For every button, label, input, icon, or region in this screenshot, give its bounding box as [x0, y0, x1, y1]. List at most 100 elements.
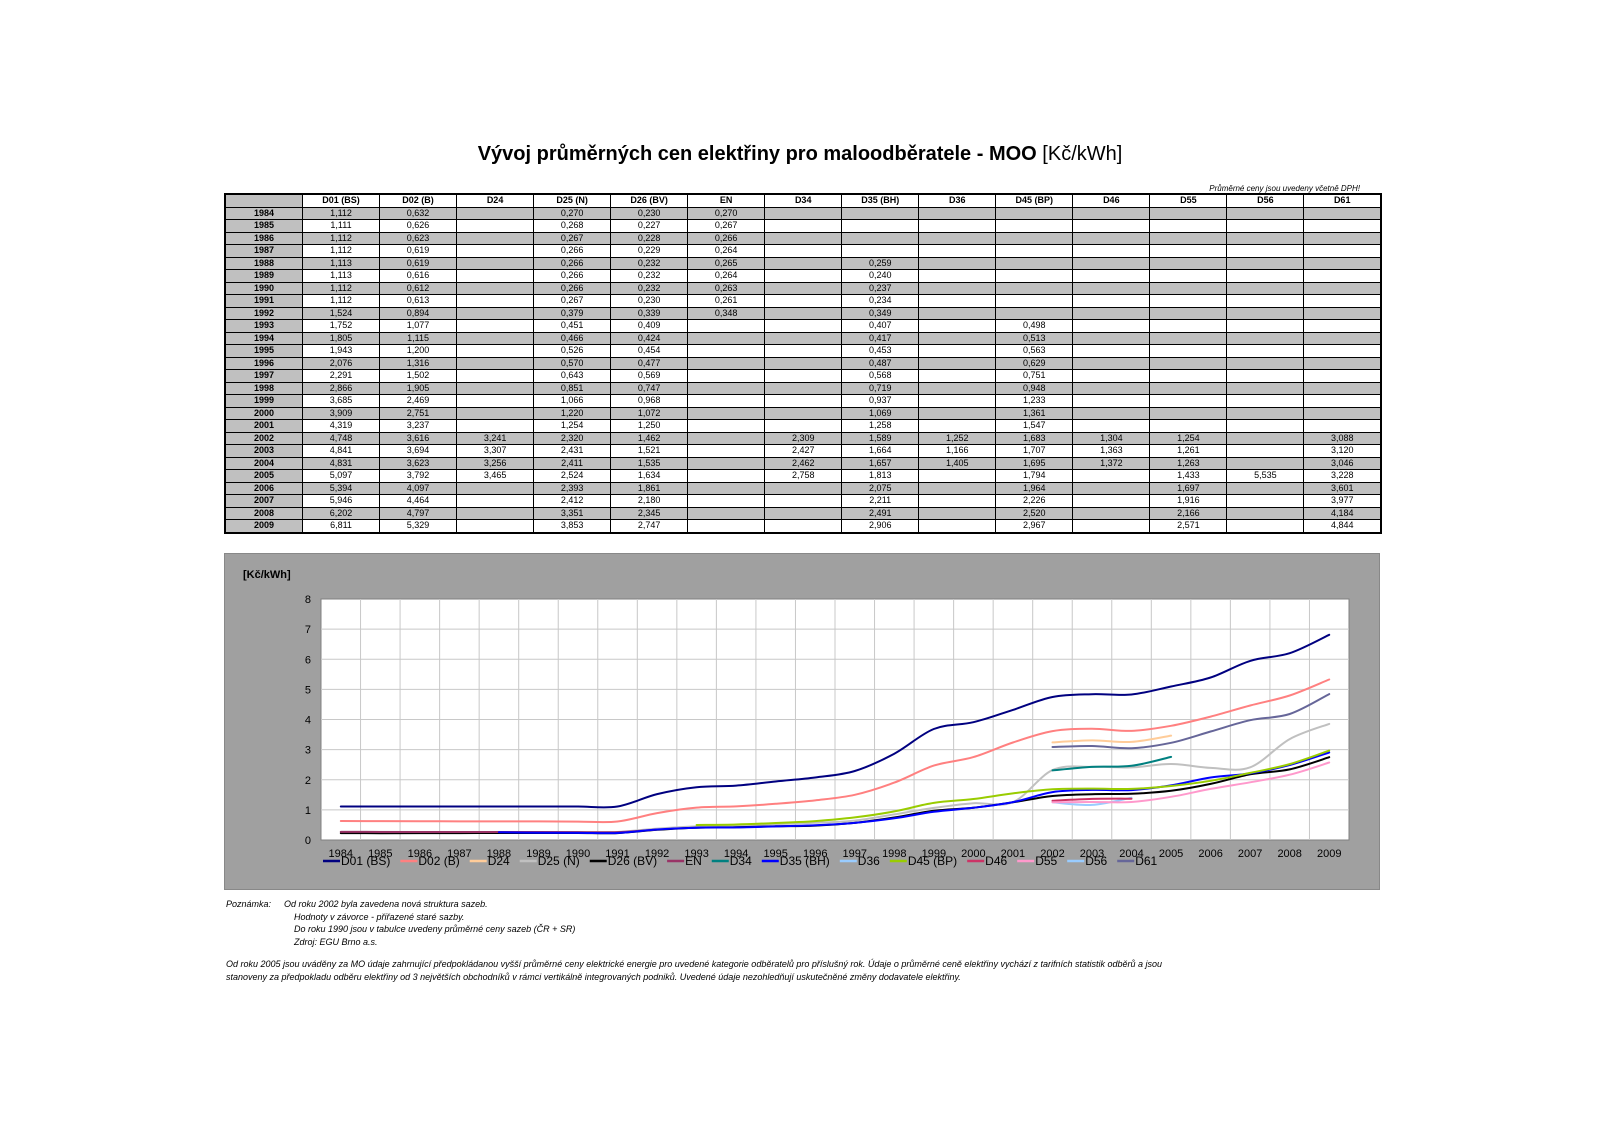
table-cell: 0,232: [610, 269, 689, 283]
table-cell: [1226, 519, 1305, 533]
table-cell: 2,747: [610, 519, 689, 533]
table-cell: 3,351: [533, 506, 612, 520]
row-year: 2009: [224, 519, 303, 533]
table-cell: 0,268: [533, 219, 612, 233]
table-cell: 1,166: [918, 444, 997, 458]
table-cell: [456, 294, 535, 308]
disclaimer: Od roku 2005 jsou uváděny za MO údaje za…: [226, 958, 1226, 983]
table-cell: 0,265: [687, 256, 766, 270]
column-header: D35 (BH): [841, 193, 920, 208]
table-cell: [1226, 331, 1305, 345]
table-cell: [1149, 356, 1228, 370]
legend-label: D46: [985, 854, 1007, 868]
table-cell: [687, 394, 766, 408]
series-line: [1051, 761, 1331, 804]
table-cell: 0,270: [533, 206, 612, 220]
table-cell: 1,433: [1149, 469, 1228, 483]
x-tick-label: 2003: [1080, 848, 1104, 860]
table-cell: 3,237: [379, 419, 458, 433]
table-cell: [1226, 506, 1305, 520]
y-tick-label: 0: [305, 835, 311, 847]
chart-area: 0 1 2 3 4 5 6 7 8 [Kč/kWh] 1984 1985 1986 1987 1988 198…: [224, 553, 1380, 890]
table-row: 2007 5,946 4,464 2,412 2,180 2,211 2,226 1,916 3…: [224, 494, 1382, 508]
table-cell: [456, 419, 535, 433]
table-cell: 1,697: [1149, 481, 1228, 495]
y-tick-label: 3: [305, 745, 311, 757]
table-cell: 1,069: [841, 406, 920, 420]
legend-label: EN: [685, 854, 702, 868]
table-cell: 0,968: [610, 394, 689, 408]
table-cell: 2,076: [301, 356, 381, 370]
table-cell: 6,202: [301, 506, 381, 520]
note-line-1: Od roku 2002 byla zavedena nová struktur…: [284, 899, 488, 909]
table-cell: 4,748: [301, 431, 381, 445]
table-cell: [918, 269, 997, 283]
table-cell: 1,220: [533, 406, 612, 420]
table-cell: 1,112: [301, 206, 381, 220]
page-title-unit: [Kč/kWh]: [1042, 143, 1123, 165]
table-cell: [764, 306, 843, 320]
table-cell: 4,464: [379, 494, 458, 508]
table-row: 1992 1,524 0,894 0,379 0,339 0,348 0,349: [224, 306, 1382, 320]
table-cell: [1226, 206, 1305, 220]
table-cell: [1072, 494, 1151, 508]
table-cell: [1226, 231, 1305, 245]
table-cell: 3,120: [1303, 444, 1382, 458]
disclaimer-line-2: stanoveny za předpokladu odběru elektřin…: [226, 971, 961, 982]
table-cell: [1072, 319, 1151, 333]
table-cell: 1,372: [1072, 456, 1151, 470]
table-cell: 0,948: [995, 381, 1074, 395]
table-cell: [918, 231, 997, 245]
table-cell: [687, 506, 766, 520]
table-cell: 1,657: [841, 456, 920, 470]
table-cell: 1,263: [1149, 456, 1228, 470]
table-cell: 3,685: [301, 394, 381, 408]
table-cell: 3,046: [1303, 456, 1382, 470]
table-cell: [918, 394, 997, 408]
table-cell: [764, 394, 843, 408]
table-cell: 1,707: [995, 444, 1074, 458]
legend-label: D55: [1035, 854, 1057, 868]
series-line: [339, 678, 1331, 824]
table-cell: 1,861: [610, 481, 689, 495]
table-cell: 0,498: [995, 319, 1074, 333]
table-cell: 0,267: [687, 219, 766, 233]
table-cell: [995, 281, 1074, 295]
table-cell: 0,629: [995, 356, 1074, 370]
table-cell: 0,237: [841, 281, 920, 295]
table-cell: 1,072: [610, 406, 689, 420]
table-cell: [456, 494, 535, 508]
table-cell: 1,905: [379, 381, 458, 395]
table-cell: 1,077: [379, 319, 458, 333]
table-cell: [1072, 244, 1151, 258]
table-row: 1988 1,113 0,619 0,266 0,232 0,265 0,259: [224, 256, 1382, 270]
table-cell: 1,254: [533, 419, 612, 433]
table-cell: [687, 419, 766, 433]
table-cell: 0,229: [610, 244, 689, 258]
row-year: 1984: [224, 206, 303, 220]
table-row: 2006 5,394 4,097 2,393 1,861 2,075 1,964 1,697 3…: [224, 481, 1382, 495]
table-cell: [1226, 444, 1305, 458]
table-cell: 3,853: [533, 519, 612, 533]
table-cell: 0,937: [841, 394, 920, 408]
x-tick-label: 1986: [408, 848, 432, 860]
table-cell: [1149, 369, 1228, 383]
table-cell: 2,226: [995, 494, 1074, 508]
row-year: 1997: [224, 369, 303, 383]
table-cell: [1072, 306, 1151, 320]
table-cell: [1226, 356, 1305, 370]
table-row: 1997 2,291 1,502 0,643 0,569 0,568 0,751: [224, 369, 1382, 383]
table-cell: 6,811: [301, 519, 381, 533]
table-cell: [1226, 406, 1305, 420]
table-cell: [764, 419, 843, 433]
table-cell: 0,267: [533, 294, 612, 308]
table-cell: [1149, 344, 1228, 358]
x-tick-label: 1991: [605, 848, 629, 860]
table-cell: [1149, 269, 1228, 283]
table-cell: [1149, 394, 1228, 408]
table-cell: [764, 206, 843, 220]
table-cell: [1072, 256, 1151, 270]
x-tick-label: 1988: [487, 848, 511, 860]
table-cell: [687, 444, 766, 458]
table-cell: 3,088: [1303, 431, 1382, 445]
